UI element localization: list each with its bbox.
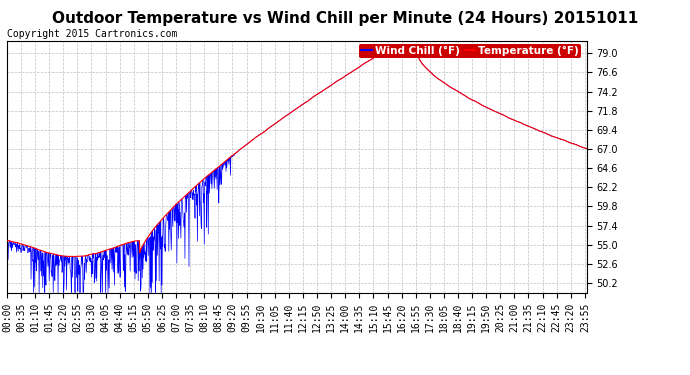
Text: Copyright 2015 Cartronics.com: Copyright 2015 Cartronics.com: [7, 29, 177, 39]
Text: Outdoor Temperature vs Wind Chill per Minute (24 Hours) 20151011: Outdoor Temperature vs Wind Chill per Mi…: [52, 11, 638, 26]
Legend: Wind Chill (°F), Temperature (°F): Wind Chill (°F), Temperature (°F): [359, 44, 581, 58]
